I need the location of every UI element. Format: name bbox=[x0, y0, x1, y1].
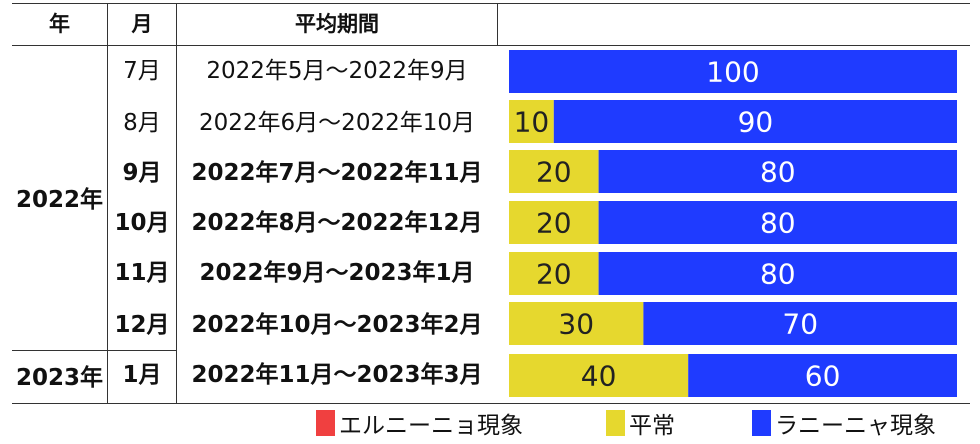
header-bottom-border bbox=[12, 45, 970, 46]
bar-value-label: 10 bbox=[514, 106, 550, 139]
legend-swatch-el-nino bbox=[316, 410, 335, 436]
bar-value-label: 60 bbox=[805, 360, 841, 393]
row-month: 11月 bbox=[114, 260, 170, 286]
legend-label-el-nino: エルニーニョ現象 bbox=[339, 413, 523, 439]
legend-label-la-nina: ラニーニャ現象 bbox=[775, 413, 936, 439]
table-bottom-border bbox=[12, 403, 970, 404]
year-cell-2023: 2023年 bbox=[15, 365, 103, 391]
bar-segment bbox=[643, 302, 957, 345]
bar-value-label: 70 bbox=[782, 308, 818, 341]
bar-segment bbox=[598, 252, 957, 295]
row-period: 2022年9月～2023年1月 bbox=[199, 260, 475, 286]
row-month: 1月 bbox=[122, 362, 162, 388]
bar-value-label: 90 bbox=[738, 106, 774, 139]
row-period: 2022年7月～2022年11月 bbox=[191, 160, 483, 186]
bar-value-label: 80 bbox=[760, 258, 796, 291]
row-period: 2022年5月～2022年9月 bbox=[206, 58, 468, 84]
bar-segment bbox=[553, 100, 957, 143]
bar-value-label: 40 bbox=[581, 360, 617, 393]
row-month: 12月 bbox=[114, 312, 170, 338]
bar-value-label: 80 bbox=[760, 207, 796, 240]
legend-item-normal: 平常 bbox=[606, 406, 675, 440]
bar-value-label: 30 bbox=[558, 308, 594, 341]
bar-segment bbox=[688, 354, 957, 397]
bar-segment bbox=[509, 201, 599, 244]
legend-swatch-normal bbox=[606, 410, 625, 436]
header-period: 平均期間 bbox=[295, 12, 379, 36]
bar-value-label: 100 bbox=[706, 56, 759, 89]
header-year: 年 bbox=[49, 12, 70, 36]
header-month: 月 bbox=[131, 12, 153, 36]
row-month: 7月 bbox=[123, 58, 161, 84]
bar-segment bbox=[509, 354, 689, 397]
row-period: 2022年10月～2023年2月 bbox=[191, 312, 483, 338]
year-separator bbox=[12, 350, 177, 351]
row-month: 8月 bbox=[123, 110, 161, 136]
col-divider-month bbox=[176, 3, 177, 404]
row-month: 9月 bbox=[122, 160, 162, 186]
bar-value-label: 20 bbox=[536, 258, 572, 291]
bar-segment bbox=[509, 100, 554, 143]
bar-value-label: 20 bbox=[536, 156, 572, 189]
legend-item-la-nina: ラニーニャ現象 bbox=[752, 406, 936, 440]
bar-segment bbox=[509, 150, 599, 193]
bar-value-label: 80 bbox=[760, 156, 796, 189]
bar-segment bbox=[509, 252, 599, 295]
year-cell-2022: 2022年 bbox=[15, 187, 103, 213]
bar-segment bbox=[509, 302, 644, 345]
legend-swatch-la-nina bbox=[752, 410, 771, 436]
row-period: 2022年8月～2022年12月 bbox=[191, 210, 483, 236]
row-month: 10月 bbox=[114, 210, 170, 236]
legend-item-el-nino: エルニーニョ現象 bbox=[316, 406, 523, 440]
bar-segment bbox=[509, 50, 957, 93]
bar-value-label: 20 bbox=[536, 207, 572, 240]
row-period: 2022年6月～2022年10月 bbox=[199, 110, 475, 136]
bar-segment bbox=[598, 201, 957, 244]
header-top-border bbox=[12, 3, 970, 4]
col-divider-period bbox=[497, 3, 498, 46]
col-divider-year bbox=[107, 3, 108, 404]
legend-label-normal: 平常 bbox=[629, 413, 675, 439]
bar-segment bbox=[598, 150, 957, 193]
row-period: 2022年11月～2023年3月 bbox=[191, 362, 483, 388]
